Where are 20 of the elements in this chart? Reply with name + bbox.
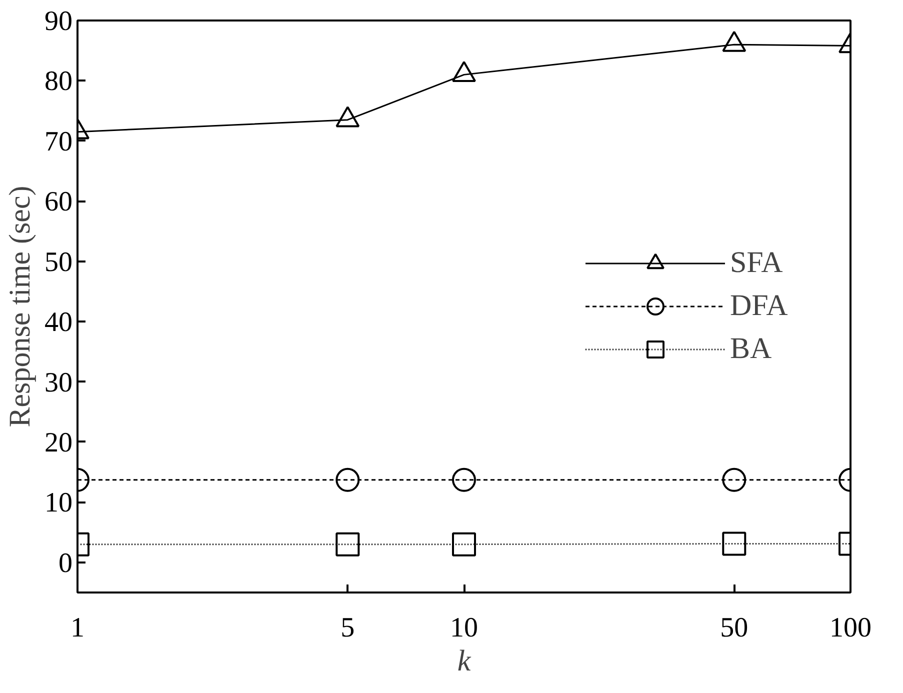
x-tick-label: 10 [450,612,478,644]
y-tick-label: 0 [58,548,72,579]
x-tick-label: 1 [70,612,84,644]
x-axis-title: k [457,644,472,678]
y-tick-label: 10 [44,488,72,519]
legend-label: BA [730,332,773,366]
y-tick-label: 90 [44,6,72,37]
y-tick-label: 60 [44,186,72,218]
x-tick-label: 5 [340,612,355,644]
y-axis-title: Response time (sec) [4,186,36,428]
y-tick-label: 30 [44,367,72,398]
y-tick-label: 80 [44,66,72,98]
y-tick-label: 50 [44,246,72,278]
y-tick-label: 70 [44,126,72,158]
y-tick-label: 40 [44,307,72,338]
x-tick-label: 100 [830,612,872,644]
x-tick-label: 50 [720,612,748,644]
y-tick-label: 20 [44,427,72,458]
legend-label: DFA [730,289,789,323]
legend-label: SFA [730,246,784,280]
